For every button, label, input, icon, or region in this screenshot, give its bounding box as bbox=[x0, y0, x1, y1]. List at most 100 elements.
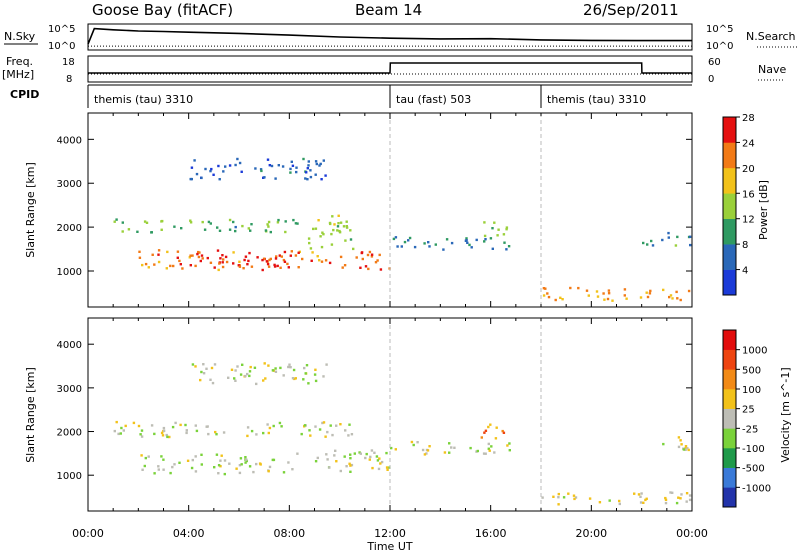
echo-cell bbox=[136, 230, 139, 233]
echo-cell bbox=[274, 367, 277, 370]
echo-cell bbox=[328, 261, 332, 265]
echo-cell bbox=[239, 457, 243, 460]
echo-cell bbox=[574, 496, 578, 499]
echo-cell bbox=[240, 170, 243, 173]
echo-cell bbox=[138, 256, 142, 259]
colorbar-swatch bbox=[723, 349, 736, 370]
cpid-segment-label: themis (tau) 3310 bbox=[547, 93, 646, 106]
echo-cell bbox=[688, 235, 692, 238]
echo-cell bbox=[189, 221, 193, 224]
echo-cell bbox=[217, 472, 220, 475]
echo-cell bbox=[333, 223, 336, 226]
echo-cell bbox=[680, 443, 683, 446]
echo-cell bbox=[321, 231, 324, 234]
echo-cell bbox=[335, 460, 338, 463]
echo-cell bbox=[157, 465, 160, 468]
echo-cell bbox=[266, 158, 270, 161]
echo-cell bbox=[267, 220, 271, 224]
echo-cell bbox=[491, 247, 494, 250]
echo-cell bbox=[306, 167, 309, 170]
echo-cell bbox=[349, 453, 352, 456]
echo-cell bbox=[557, 492, 560, 496]
echo-cell bbox=[269, 257, 272, 261]
echo-cell bbox=[244, 456, 247, 459]
echo-cell bbox=[373, 451, 376, 454]
echo-cell bbox=[273, 265, 277, 268]
echo-cell bbox=[501, 429, 504, 433]
echo-cell bbox=[334, 449, 337, 452]
echo-cell bbox=[113, 220, 116, 223]
echo-cell bbox=[394, 236, 398, 239]
echo-cell bbox=[213, 266, 216, 269]
power-ylabel: Slant Range [km] bbox=[24, 162, 37, 258]
echo-cell bbox=[227, 376, 230, 379]
echo-cell bbox=[248, 374, 251, 378]
echo-cell bbox=[314, 379, 318, 383]
echo-cell bbox=[642, 241, 645, 245]
echo-cell bbox=[671, 491, 674, 494]
echo-cell bbox=[180, 227, 183, 230]
echo-cell bbox=[287, 461, 290, 464]
echo-cell bbox=[385, 451, 388, 455]
echo-cell bbox=[423, 242, 426, 245]
echo-cell bbox=[150, 231, 153, 234]
echo-cell bbox=[250, 265, 254, 268]
echo-cell bbox=[669, 294, 673, 297]
echo-cell bbox=[345, 225, 348, 228]
echo-cell bbox=[282, 374, 285, 377]
echo-cell bbox=[215, 433, 218, 436]
echo-cell bbox=[483, 234, 487, 238]
echo-cell bbox=[603, 298, 606, 301]
echo-cell bbox=[255, 433, 258, 436]
echo-cell bbox=[505, 228, 508, 231]
echo-cell bbox=[688, 498, 692, 502]
echo-cell bbox=[221, 254, 224, 257]
colorbar-tick-label: -100 bbox=[742, 444, 765, 455]
echo-cell bbox=[221, 265, 225, 269]
echo-cell bbox=[162, 426, 166, 430]
echo-cell bbox=[277, 218, 280, 222]
echo-cell bbox=[675, 290, 678, 294]
xaxis-label: Time UT bbox=[366, 540, 412, 553]
freq-series bbox=[88, 62, 692, 75]
echo-cell bbox=[671, 297, 674, 300]
echo-cell bbox=[207, 432, 210, 436]
beam-title: Beam 14 bbox=[355, 1, 422, 19]
echo-cell bbox=[639, 296, 643, 299]
echo-cell bbox=[664, 501, 668, 505]
echo-cell bbox=[374, 261, 378, 264]
echo-cell bbox=[204, 167, 207, 171]
echo-cell bbox=[314, 425, 317, 428]
echo-cell bbox=[677, 496, 680, 499]
echo-cell bbox=[214, 430, 217, 434]
echo-cell bbox=[315, 162, 318, 166]
echo-cell bbox=[651, 244, 655, 247]
echo-cell bbox=[211, 381, 215, 385]
echo-cell bbox=[557, 503, 560, 506]
echo-cell bbox=[426, 449, 430, 452]
echo-cell bbox=[314, 460, 318, 463]
echo-cell bbox=[234, 229, 237, 233]
echo-cell bbox=[255, 382, 258, 386]
echo-cell bbox=[282, 471, 286, 474]
echo-cell bbox=[143, 464, 146, 468]
velocity-ylabel: Slant Range [km] bbox=[24, 367, 37, 463]
echo-cell bbox=[320, 260, 324, 263]
echo-cell bbox=[121, 230, 124, 233]
echo-cell bbox=[343, 264, 347, 267]
echo-cell bbox=[368, 458, 371, 461]
freq-tick-top: 18 bbox=[62, 57, 75, 68]
echo-cell bbox=[669, 491, 672, 494]
echo-cell bbox=[283, 260, 287, 263]
echo-cell bbox=[388, 466, 391, 469]
echo-cell bbox=[662, 442, 665, 446]
echo-cell bbox=[307, 237, 311, 240]
echo-cell bbox=[640, 492, 643, 495]
echo-cell bbox=[304, 177, 307, 180]
echo-cell bbox=[489, 423, 492, 426]
echo-cell bbox=[649, 289, 652, 293]
echo-cell bbox=[171, 425, 175, 429]
echo-cell bbox=[147, 455, 150, 458]
echo-cell bbox=[248, 251, 251, 255]
echo-cell bbox=[606, 297, 610, 301]
